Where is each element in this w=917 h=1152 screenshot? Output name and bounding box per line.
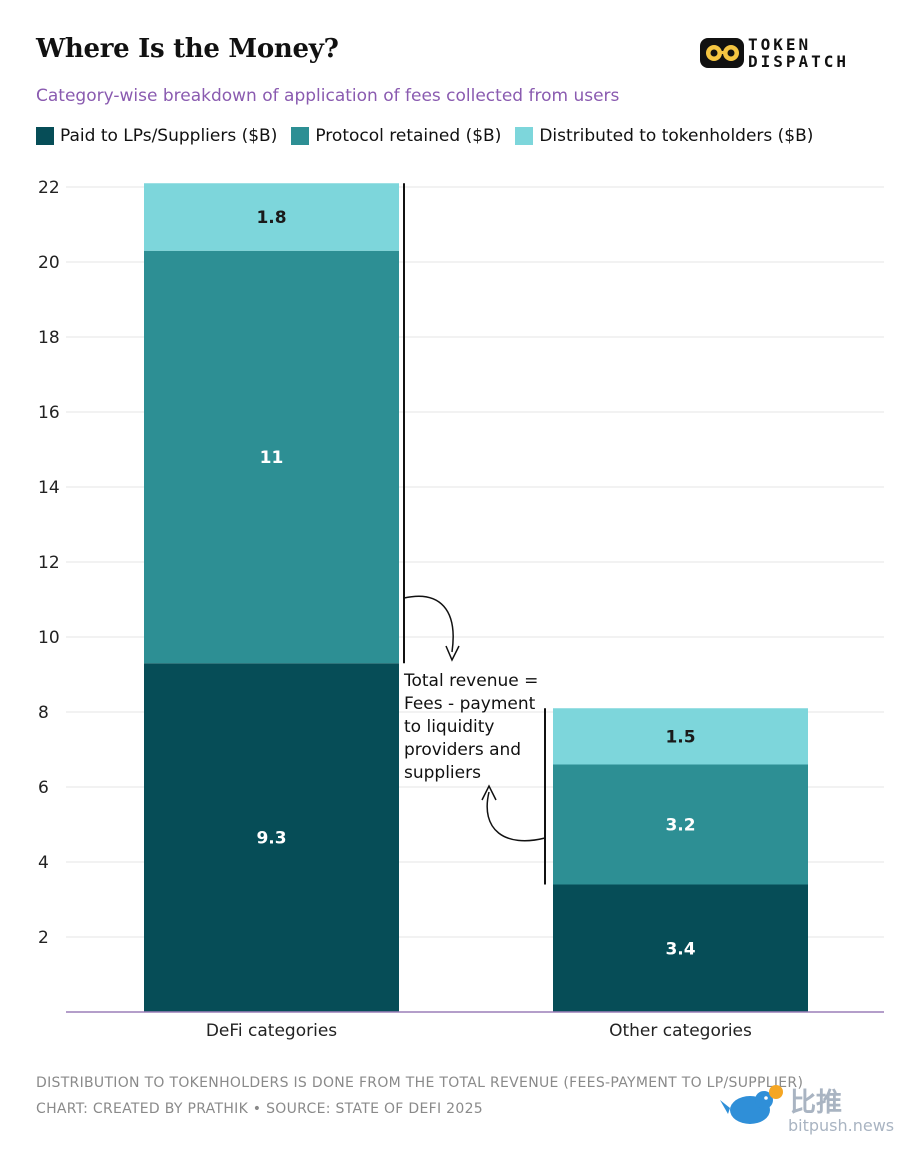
footer-credit: CHART: CREATED BY PRATHIK • SOURCE: STAT…: [36, 1101, 483, 1117]
x-category-label-0: DeFi categories: [206, 1021, 337, 1041]
logo-glasses-icon: [700, 38, 744, 68]
annotation-line-2: to liquidity: [404, 717, 494, 737]
legend-item-lps: Paid to LPs/Suppliers ($B): [36, 126, 277, 146]
arrow-head-bottom: [481, 784, 497, 801]
bar-segment-1-0: [553, 884, 808, 1012]
arrow-curve-bottom: [486, 791, 546, 842]
y-tick-label-14: 14: [38, 478, 60, 498]
legend-label-tokenholders: Distributed to tokenholders ($B): [539, 126, 814, 146]
y-tick-label-16: 16: [38, 403, 60, 423]
token-dispatch-logo: TOKEN DISPATCH: [700, 36, 880, 76]
y-tick-label-20: 20: [38, 253, 60, 273]
stacked-bar-chart: 2 4 6 8 10 12 14 16 18 20 22 9.3 11 1.8 DeFi categorie…: [38, 178, 884, 1041]
arrow-head-top: [445, 645, 460, 662]
data-label-1-1: 3.2: [665, 816, 695, 836]
legend-swatch-tokenholders: [515, 127, 534, 145]
watermark-cn: 比推: [790, 1088, 843, 1118]
y-tick-label-18: 18: [38, 328, 60, 348]
logo-line-1: TOKEN: [748, 35, 812, 54]
legend-item-tokenholders: Distributed to tokenholders ($B): [515, 126, 813, 146]
bar-segment-1-2: [553, 708, 808, 765]
bar-segment-0-1: [144, 250, 399, 664]
annotation-line-4: suppliers: [404, 763, 481, 783]
logo-text: TOKEN DISPATCH: [748, 36, 849, 70]
legend-item-protocol: Protocol retained ($B): [291, 126, 501, 146]
watermark-en: bitpush.news: [788, 1116, 895, 1135]
data-label-1-2: 1.5: [665, 727, 695, 747]
y-tick-label-10: 10: [38, 628, 60, 648]
legend-swatch-protocol: [291, 127, 310, 145]
data-label-0-0: 9.3: [256, 829, 286, 849]
annotation-line-1: Fees - payment: [404, 694, 536, 714]
bar-segment-1-1: [553, 764, 808, 885]
y-tick-label-12: 12: [38, 553, 60, 573]
arrow-curve-top: [403, 595, 454, 653]
annotation-line-3: providers and: [404, 740, 521, 760]
footer-note: DISTRIBUTION TO TOKENHOLDERS IS DONE FRO…: [36, 1075, 804, 1091]
y-tick-label-22: 22: [38, 178, 60, 198]
bird-icon: [720, 1085, 783, 1124]
data-label-1-0: 3.4: [665, 939, 695, 959]
y-tick-label-4: 4: [38, 853, 49, 873]
y-tick-label-8: 8: [38, 703, 49, 723]
bar-segment-0-2: [144, 183, 399, 251]
chart-title: Where Is the Money?: [36, 34, 339, 64]
bar-segment-0-0: [144, 663, 399, 1012]
data-label-0-2: 1.8: [256, 208, 286, 228]
chart-subtitle: Category-wise breakdown of application o…: [36, 86, 620, 106]
y-tick-label-2: 2: [38, 928, 49, 948]
annotation-line-0: Total revenue =: [403, 671, 538, 691]
legend-swatch-lps: [36, 127, 54, 145]
bitpush-watermark: 比推 bitpush.news: [720, 1080, 910, 1140]
data-label-0-1: 11: [260, 448, 284, 468]
y-tick-label-6: 6: [38, 778, 49, 798]
legend-label-protocol: Protocol retained ($B): [315, 126, 502, 146]
logo-line-2: DISPATCH: [748, 52, 850, 71]
chart-legend: Paid to LPs/Suppliers ($B) Protocol reta…: [36, 126, 827, 146]
x-category-label-1: Other categories: [609, 1021, 752, 1041]
legend-label-lps: Paid to LPs/Suppliers ($B): [60, 126, 278, 146]
